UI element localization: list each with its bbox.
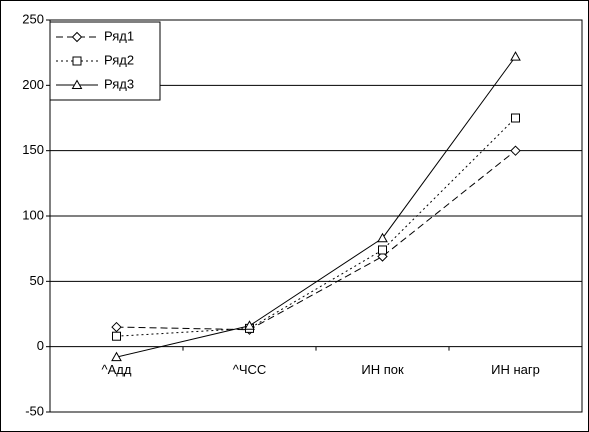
legend-label: Ряд3 bbox=[104, 76, 134, 91]
x-tick-label: ^ЧСС bbox=[233, 362, 267, 377]
marker bbox=[111, 321, 122, 333]
legend-box bbox=[49, 21, 161, 101]
x-tick-label: ^Адд bbox=[102, 362, 132, 377]
y-tick-label: 50 bbox=[30, 273, 44, 288]
marker bbox=[111, 351, 122, 362]
x-tick-label: ИН пок bbox=[361, 362, 404, 377]
marker bbox=[244, 320, 255, 330]
y-tick-label: 100 bbox=[22, 207, 44, 222]
y-tick-label: 250 bbox=[22, 11, 44, 26]
series-line bbox=[116, 150, 516, 331]
x-tick-label: ИН нагр bbox=[491, 362, 540, 377]
y-tick-label: 0 bbox=[37, 338, 44, 353]
marker bbox=[510, 145, 521, 156]
marker bbox=[511, 113, 520, 123]
marker bbox=[377, 232, 388, 243]
marker bbox=[71, 79, 83, 89]
marker bbox=[378, 245, 387, 255]
legend-label: Ряд1 bbox=[104, 28, 134, 43]
legend-label: Ряд2 bbox=[104, 52, 134, 67]
series-line bbox=[116, 117, 516, 337]
marker bbox=[112, 331, 121, 341]
y-tick-label: 150 bbox=[22, 142, 44, 157]
plot-border bbox=[49, 19, 583, 413]
marker bbox=[71, 31, 83, 43]
marker bbox=[72, 56, 82, 66]
marker bbox=[510, 51, 521, 61]
y-tick-label: 200 bbox=[22, 77, 44, 92]
y-tick-label: -50 bbox=[25, 403, 44, 418]
series-line bbox=[116, 56, 516, 358]
